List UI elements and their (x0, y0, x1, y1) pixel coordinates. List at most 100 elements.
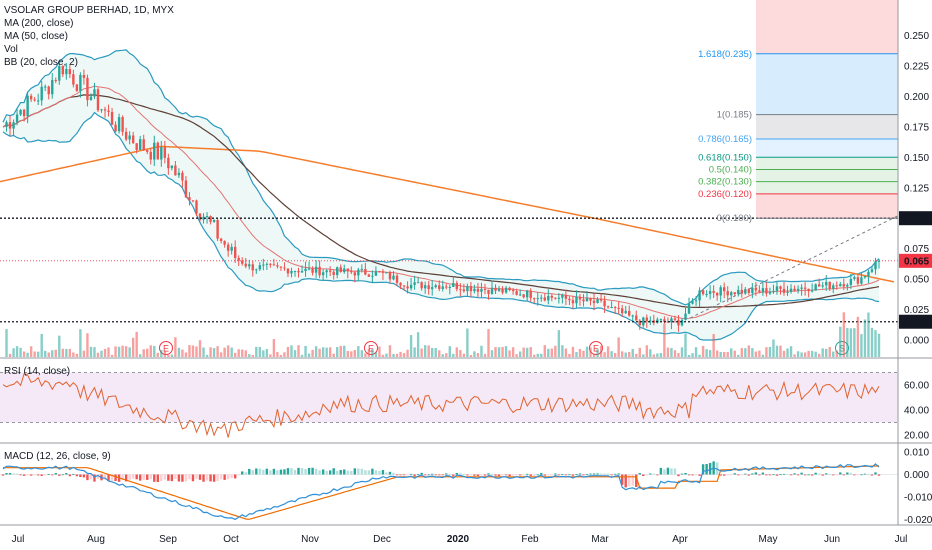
candle-body (75, 84, 79, 91)
volume-bar (856, 316, 860, 357)
volume-bar (582, 350, 585, 357)
candle-body (568, 298, 571, 301)
macd-histogram-bar (367, 470, 371, 475)
volume-bar (705, 349, 708, 357)
volume-bar (385, 353, 388, 357)
macd-histogram-bar (663, 469, 666, 475)
fib-zone (756, 157, 898, 194)
volume-bar (216, 346, 219, 357)
macd-histogram-bar (726, 474, 729, 476)
candle-body (825, 282, 828, 286)
macd-histogram-bar (575, 474, 578, 475)
candle-body (276, 265, 279, 267)
macd-histogram-bar (473, 474, 476, 476)
volume-bar (420, 348, 423, 357)
price-tick-label: 0.150 (904, 153, 929, 164)
volume-bar (286, 346, 290, 357)
macd-histogram-bar (487, 473, 490, 475)
candle-body (540, 297, 543, 299)
volume-bar (343, 345, 346, 357)
volume-bar (877, 333, 881, 357)
time-tick-label: 2020 (447, 534, 470, 545)
volume-bar (613, 353, 617, 357)
volume-bar (476, 353, 480, 357)
macd-histogram-bar (825, 473, 828, 475)
macd-histogram-bar (314, 468, 318, 475)
volume-bar (195, 346, 198, 357)
candle-body (226, 244, 230, 251)
candle-body (571, 300, 575, 304)
candle-body (262, 264, 265, 266)
volume-bar (89, 346, 93, 357)
fibonacci-extension[interactable]: 1.618(0.235) 1(0.185) 0.786(0.165) 0.618(0.… (689, 0, 899, 319)
candle-body (638, 320, 641, 326)
volume-bar (501, 347, 504, 357)
time-tick-label: Jul (895, 534, 908, 545)
candle-body (585, 298, 589, 302)
volume-bar (392, 353, 395, 357)
candle-body (19, 109, 22, 115)
candle-body (29, 95, 33, 100)
macd-histogram-bar (786, 474, 789, 475)
volume-bar (61, 348, 65, 357)
volume-bar (737, 354, 740, 357)
candle-body (420, 282, 423, 289)
macd-histogram-bar (230, 474, 233, 478)
macd-histogram-bar (156, 474, 159, 483)
candle-body (135, 143, 138, 150)
candle-body (846, 284, 849, 287)
volume-bar (825, 348, 828, 357)
candle-body (747, 289, 751, 293)
volume-bar (107, 347, 110, 357)
candle-body (142, 139, 145, 151)
volume-bar (800, 352, 803, 357)
volume-bar (205, 354, 209, 357)
candle-body (177, 172, 181, 176)
macd-histogram-bar (466, 474, 469, 476)
candle-body (286, 268, 290, 274)
volume-bar (473, 351, 476, 357)
macd-histogram-bar (870, 474, 874, 476)
price-tick-label: 0.225 (904, 61, 929, 72)
volume-bar (459, 350, 462, 357)
macd-histogram-bar (656, 474, 659, 476)
candle-body (796, 288, 800, 291)
candle-body (867, 271, 870, 277)
macd-histogram-bar (124, 474, 128, 482)
macd-histogram-bar (649, 473, 652, 475)
volume-bar (533, 354, 536, 357)
rsi-pane[interactable] (0, 372, 898, 438)
candle-body (300, 271, 304, 273)
macd-histogram-bar (248, 468, 251, 475)
volume-bar (677, 353, 680, 357)
candle-body (283, 267, 286, 269)
volume-bar (684, 333, 687, 357)
macd-histogram-bar (205, 474, 209, 481)
macd-pane[interactable] (0, 461, 898, 521)
volume-bar (810, 350, 814, 357)
volume-bar (350, 351, 353, 357)
candle-body (409, 284, 413, 289)
macd-histogram-bar (297, 467, 300, 475)
macd-histogram-bar (733, 473, 736, 475)
macd-histogram-bar (638, 473, 641, 475)
volume-bar (462, 353, 466, 357)
candle-body (188, 197, 191, 201)
macd-histogram-bar (223, 474, 226, 480)
volume-bar (578, 348, 582, 357)
volume-bar (72, 352, 75, 357)
volume-bar (554, 345, 557, 357)
macd-histogram-bar (202, 474, 205, 482)
macd-histogram-bar (139, 474, 142, 481)
volume-bar (589, 347, 592, 357)
macd-histogram-bar (135, 474, 138, 480)
volume-bar (445, 353, 448, 357)
fib-zone (756, 193, 898, 219)
candle-body (462, 289, 466, 292)
volume-bar (402, 353, 406, 357)
macd-histogram-bar (128, 474, 131, 480)
macd-histogram-bar (29, 474, 33, 476)
volume-bar (321, 347, 325, 357)
candle-body (121, 117, 124, 132)
